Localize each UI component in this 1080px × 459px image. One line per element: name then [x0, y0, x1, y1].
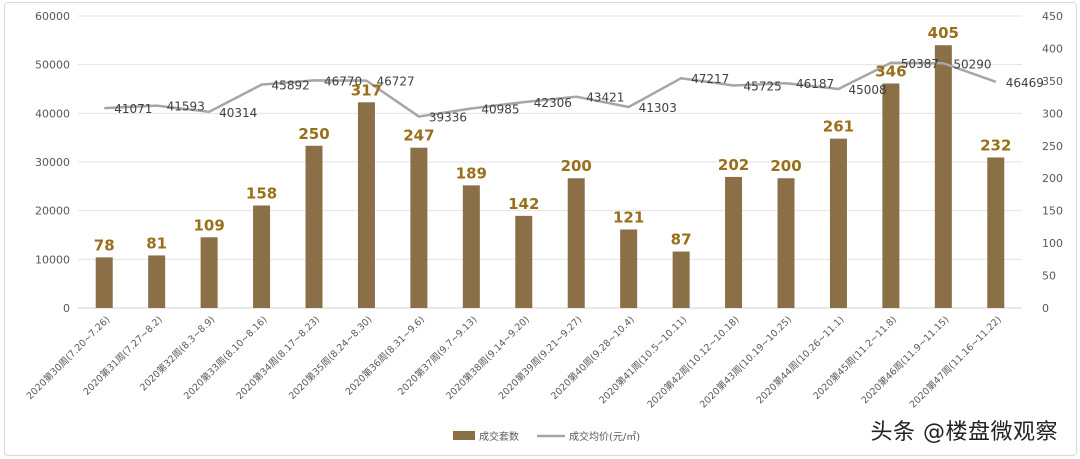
y-right-tick-label: 450	[1042, 10, 1063, 23]
x-tick-label: 2020第47周(11.16~11.22)	[907, 314, 1004, 411]
x-tick-label: 2020第40周(9.28~10.4)	[548, 314, 636, 402]
bar-data-label: 109	[193, 216, 224, 234]
y-left-tick-label: 60000	[35, 10, 70, 23]
line-data-label: 41303	[639, 101, 677, 115]
legend-bar-swatch	[453, 431, 475, 440]
bar	[725, 176, 743, 308]
line-data-label: 40314	[219, 106, 257, 120]
bar-data-label: 200	[561, 157, 592, 175]
y-left-tick-label: 20000	[35, 205, 70, 218]
line-data-label: 45892	[272, 79, 310, 93]
x-tick-label: 2020第44周(10.26~11.1)	[754, 314, 847, 407]
bar-data-label: 158	[246, 184, 277, 202]
y-right-tick-label: 150	[1042, 205, 1063, 218]
y-right-tick-label: 100	[1042, 237, 1063, 250]
x-tick-label: 2020第39周(9.21~9.27)	[496, 314, 584, 402]
bar-data-label: 317	[351, 81, 382, 99]
y-right-tick-label: 300	[1042, 107, 1063, 120]
line-data-label: 47217	[691, 72, 729, 86]
bar	[987, 157, 1005, 308]
line-data-label: 41593	[167, 100, 205, 114]
line-data-label: 46770	[324, 74, 362, 88]
bar	[148, 255, 166, 308]
line-data-label: 43421	[586, 91, 624, 105]
bar	[462, 185, 480, 308]
x-tick-label: 2020第38周(9.14~9.20)	[444, 314, 532, 402]
x-tick-label: 2020第42周(10.12~10.18)	[645, 314, 742, 411]
line-data-label: 46187	[796, 77, 834, 91]
line-data-label: 50290	[953, 57, 991, 71]
line-data-label: 50387	[901, 57, 939, 71]
y-right-tick-label: 400	[1042, 42, 1063, 55]
bar	[777, 178, 795, 308]
bar-data-label: 346	[875, 62, 906, 80]
line-data-label: 45725	[744, 79, 782, 93]
bar	[882, 83, 900, 309]
bar-data-label: 78	[94, 236, 115, 254]
average-price-line	[104, 61, 997, 118]
bar	[934, 45, 952, 308]
x-tick-label: 2020第41周(10.5~10.11)	[597, 314, 690, 407]
line-data-label: 39336	[429, 111, 467, 125]
legend-bar-label: 成交套数	[479, 430, 519, 443]
bar-data-label: 261	[823, 118, 854, 136]
bar-data-label: 121	[613, 208, 644, 226]
watermark-text: 头条 @楼盘微观察	[870, 420, 1058, 445]
bar	[200, 237, 218, 308]
x-tick-label: 2020第30周(7.20~7.26)	[24, 314, 112, 402]
x-tick-label: 2020第33周(8.10~8.16)	[181, 314, 269, 402]
legend-line-label: 成交均价(元/㎡)	[569, 430, 640, 443]
bar	[829, 138, 847, 308]
y-right-tick-label: 350	[1042, 75, 1063, 88]
bar-data-label: 405	[928, 24, 959, 42]
x-tick-label: 2020第46周(11.9~11.15)	[859, 314, 952, 407]
y-left-tick-label: 10000	[35, 253, 70, 266]
bar-data-label: 202	[718, 156, 749, 174]
line-data-label: 40985	[481, 103, 519, 117]
bar	[672, 251, 690, 308]
bar	[515, 215, 533, 308]
line-data-label: 46727	[376, 75, 414, 89]
bar	[567, 178, 585, 308]
bar-data-label: 200	[770, 157, 801, 175]
bar-data-label: 142	[508, 195, 539, 213]
bar	[357, 102, 375, 309]
bar	[620, 229, 638, 308]
y-left-tick-label: 50000	[35, 59, 70, 72]
x-tick-label: 2020第34周(8.17~8.23)	[234, 314, 322, 402]
bar-data-label: 87	[671, 231, 692, 249]
bar-data-label: 232	[980, 136, 1011, 154]
line-data-label: 45008	[848, 83, 886, 97]
y-right-tick-label: 50	[1042, 270, 1056, 283]
bar	[305, 145, 323, 308]
bar	[410, 147, 428, 308]
y-right-tick-label: 0	[1042, 302, 1049, 315]
y-left-tick-label: 30000	[35, 156, 70, 169]
line-data-label: 41071	[114, 102, 152, 116]
y-right-tick-label: 250	[1042, 140, 1063, 153]
y-left-tick-label: 40000	[35, 107, 70, 120]
bar	[253, 205, 271, 308]
y-right-tick-label: 200	[1042, 172, 1063, 185]
x-tick-label: 2020第35周(8.24~8.30)	[286, 314, 374, 402]
x-tick-label: 2020第43周(10.19~10.25)	[697, 314, 794, 411]
bar-data-label: 81	[146, 234, 167, 252]
bar-data-label: 189	[456, 164, 487, 182]
bar-data-label: 247	[403, 127, 434, 145]
line-data-label: 46469	[1006, 76, 1044, 90]
line-data-label: 42306	[534, 96, 572, 110]
bar-data-label: 250	[298, 125, 329, 143]
bar	[95, 257, 113, 308]
y-left-tick-label: 0	[63, 302, 70, 315]
x-tick-label: 2020第45周(11.2~11.8)	[811, 314, 899, 402]
